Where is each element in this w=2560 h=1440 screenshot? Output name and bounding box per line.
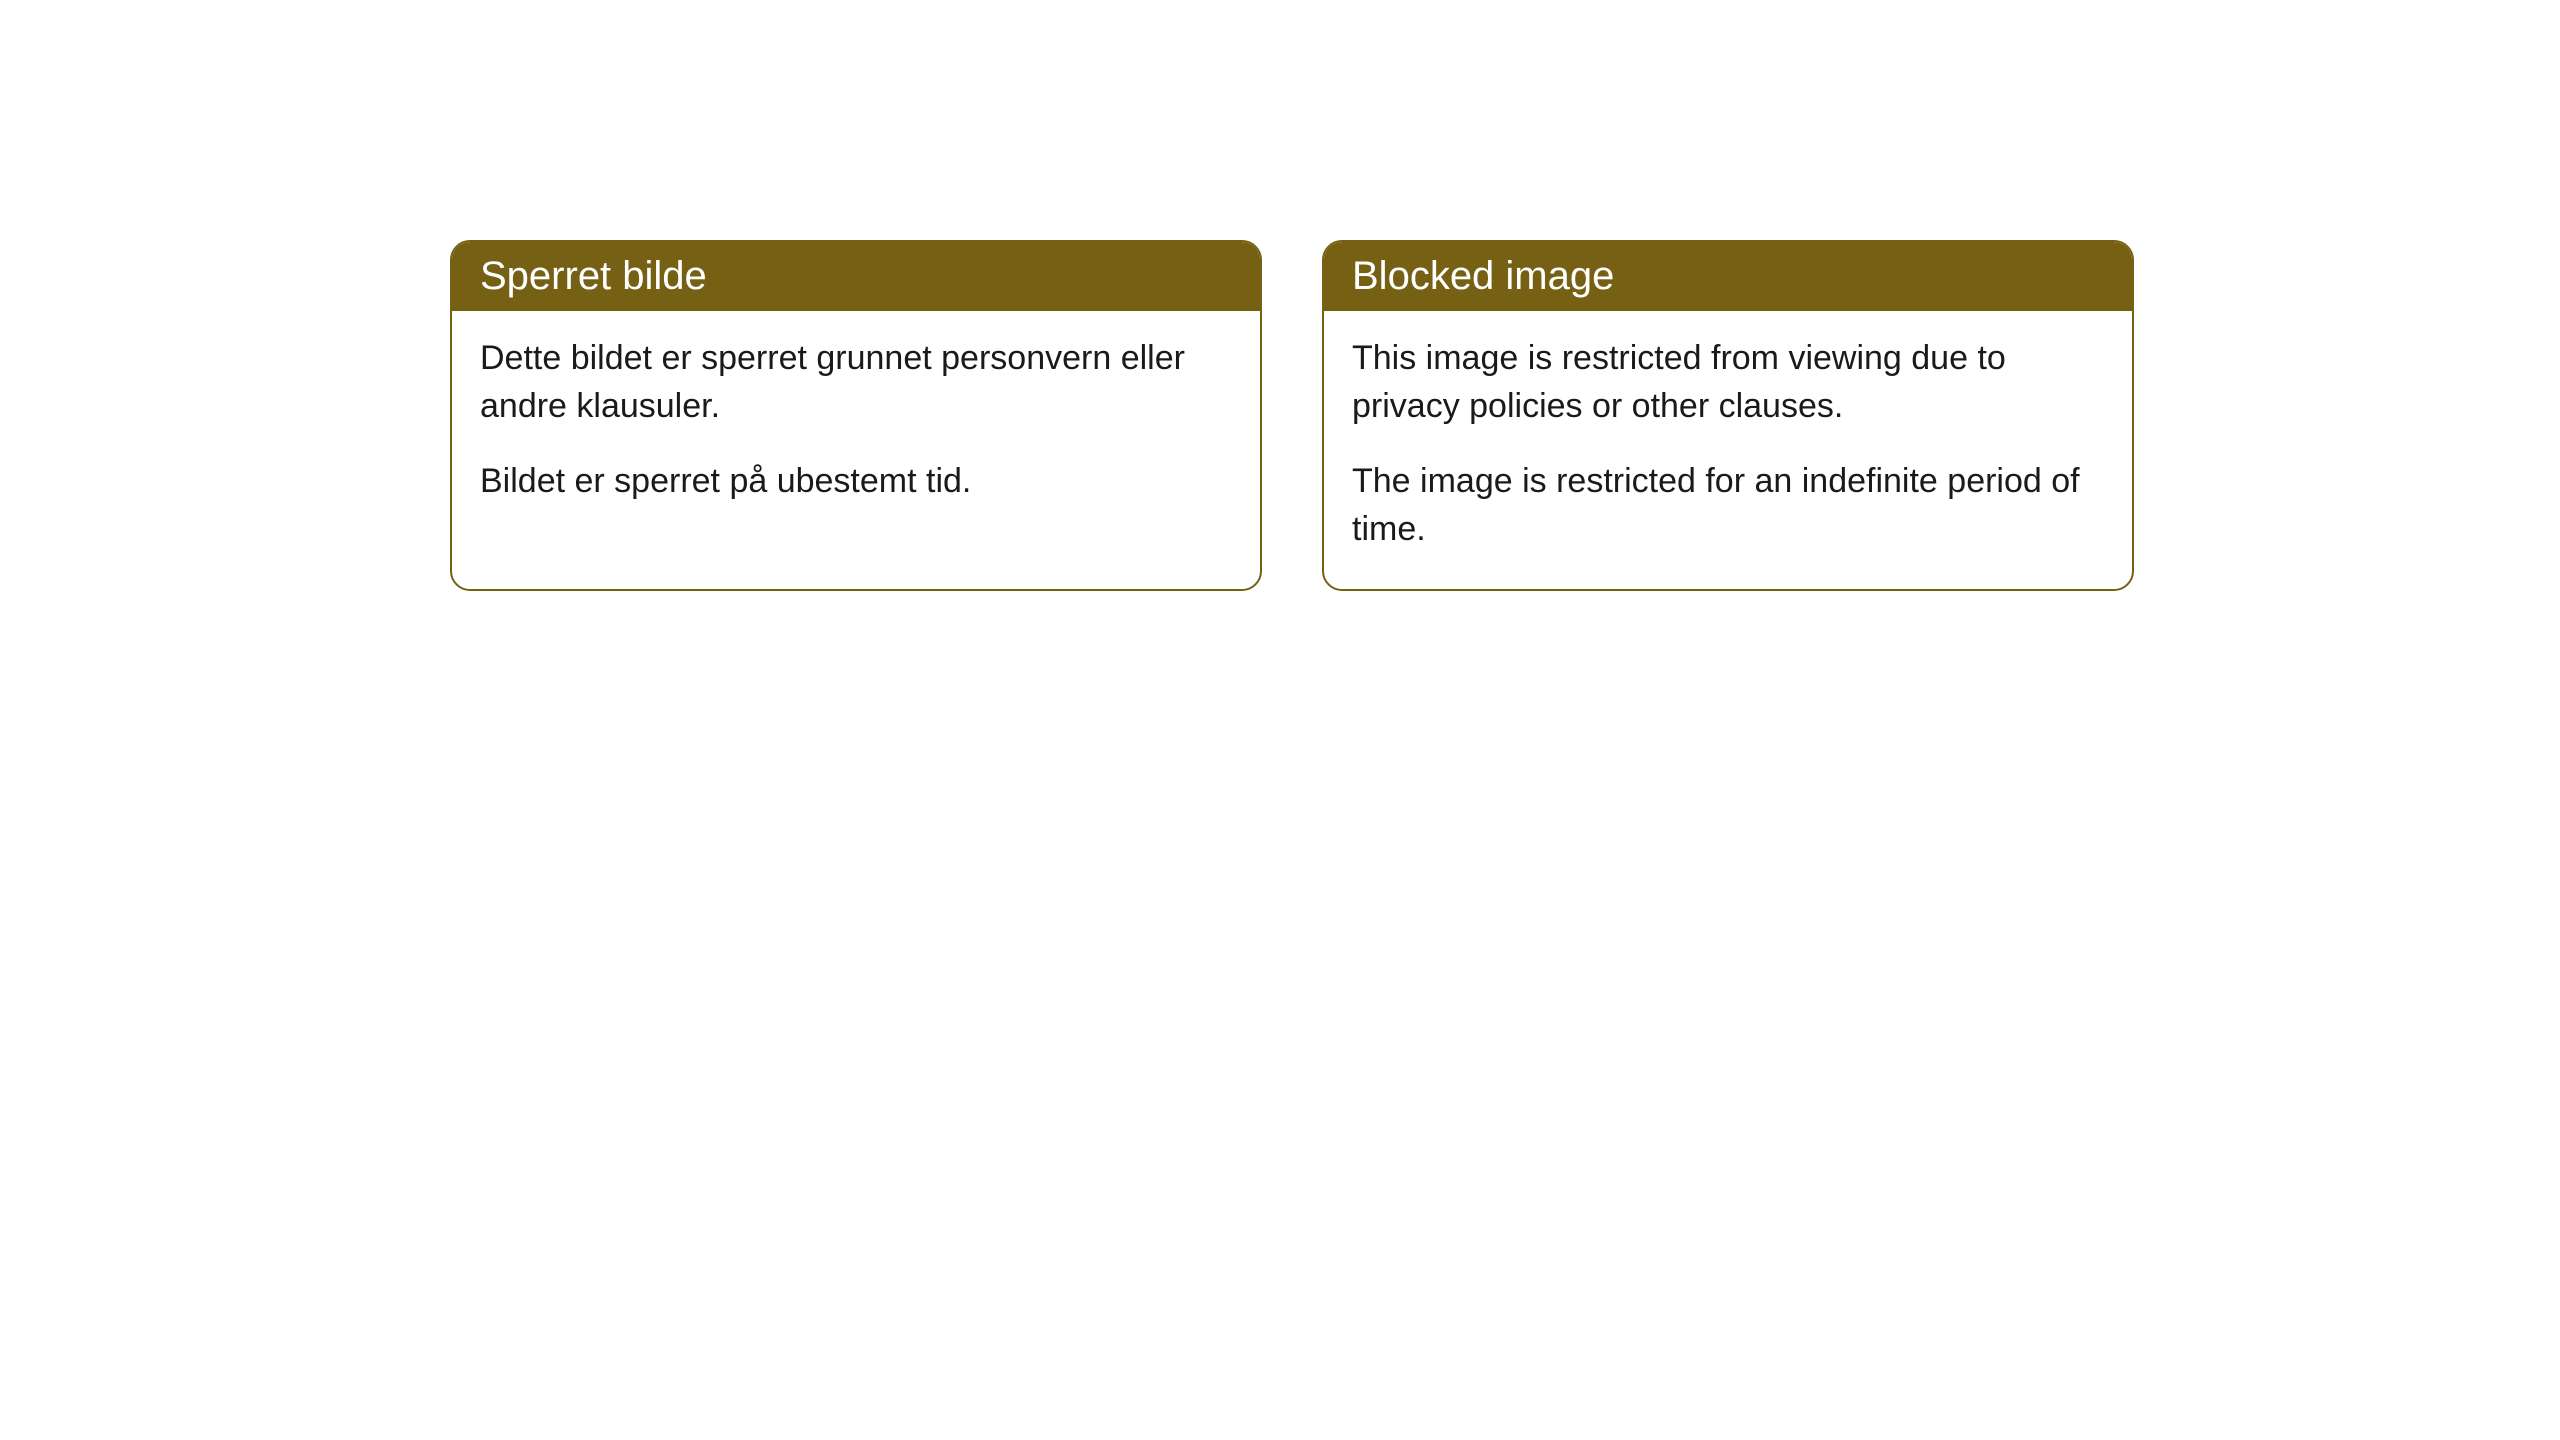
card-body-norwegian: Dette bildet er sperret grunnet personve… bbox=[452, 311, 1260, 542]
card-english: Blocked image This image is restricted f… bbox=[1322, 240, 2134, 591]
card-norwegian: Sperret bilde Dette bildet er sperret gr… bbox=[450, 240, 1262, 591]
card-paragraph1-english: This image is restricted from viewing du… bbox=[1352, 335, 2104, 430]
card-header-norwegian: Sperret bilde bbox=[452, 242, 1260, 311]
card-title-norwegian: Sperret bilde bbox=[480, 254, 707, 298]
card-header-english: Blocked image bbox=[1324, 242, 2132, 311]
card-body-english: This image is restricted from viewing du… bbox=[1324, 311, 2132, 589]
cards-container: Sperret bilde Dette bildet er sperret gr… bbox=[450, 240, 2134, 591]
card-paragraph1-norwegian: Dette bildet er sperret grunnet personve… bbox=[480, 335, 1232, 430]
card-paragraph2-english: The image is restricted for an indefinit… bbox=[1352, 458, 2104, 553]
card-title-english: Blocked image bbox=[1352, 254, 1614, 298]
card-paragraph2-norwegian: Bildet er sperret på ubestemt tid. bbox=[480, 458, 1232, 506]
